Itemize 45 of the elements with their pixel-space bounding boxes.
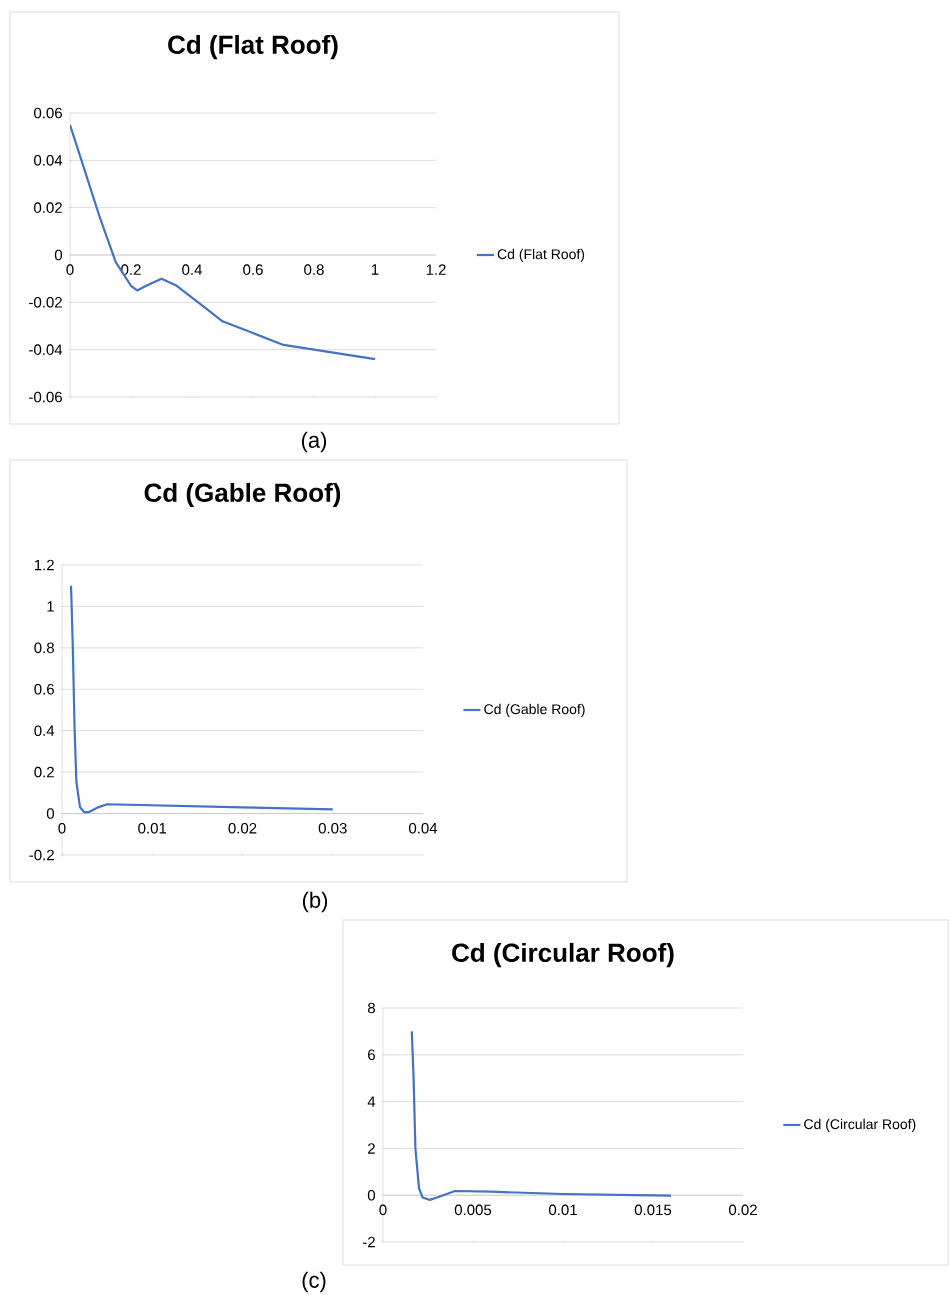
legend-label: Cd (Gable Roof) [484,703,585,717]
legend-label: Cd (Circular Roof) [804,1118,916,1132]
text: (b) [302,891,328,913]
y-tick-label: -0.2 [29,849,54,861]
y-tick-label: 0.8 [34,642,54,654]
y-tick-label: 0.2 [34,766,54,778]
text: (a) [301,431,327,453]
x-tick-label: 0.01 [138,822,167,834]
x-tick-label: 0.04 [408,822,438,834]
x-tick-label: 0 [66,264,74,275]
y-tick-label: 2 [368,1143,375,1154]
chart-title: Cd (Flat Roof) [168,34,338,60]
x-tick-label: 1.2 [426,264,446,275]
x-tick-label: 0.8 [304,264,324,275]
y-tick-label: 6 [368,1049,375,1061]
chart-title: Cd (Circular Roof) [452,942,674,968]
y-tick-label: -0.04 [29,344,63,355]
x-tick-label: 0.015 [634,1204,672,1216]
text: (c) [302,1271,326,1293]
y-tick-label: 1 [47,601,54,612]
legend-label: Cd (Flat Roof) [497,248,585,262]
line-series [410,1030,673,1201]
y-tick-label: 8 [367,1002,375,1014]
y-tick-label: 0.06 [34,107,62,119]
y-tick-label: 1.2 [34,559,54,571]
x-tick-label: 0.03 [318,822,347,834]
y-tick-label: 0 [54,249,63,261]
y-tick-label: -0.06 [29,391,62,403]
y-tick-label: -2 [362,1236,375,1248]
y-tick-label: 0 [46,808,55,819]
chart-title: Cd (Gable Roof) [144,482,341,508]
x-tick-label: 0.01 [548,1204,577,1216]
y-tick-label: 0.02 [34,202,62,213]
y-tick-label: 0.04 [34,155,63,166]
x-tick-label: 0.005 [454,1204,492,1216]
y-tick-label: 4 [367,1096,376,1107]
x-tick-label: 0.4 [182,264,202,275]
y-tick-label: 0.6 [34,683,54,695]
x-tick-label: 0.6 [243,264,263,275]
y-tick-label: 0.4 [34,725,55,737]
y-tick-label: 0 [367,1189,376,1201]
x-tick-label: 0 [379,1204,387,1216]
y-tick-label: -0.02 [29,297,62,308]
x-tick-label: 0.02 [728,1204,757,1216]
x-tick-label: 0.02 [228,822,257,834]
